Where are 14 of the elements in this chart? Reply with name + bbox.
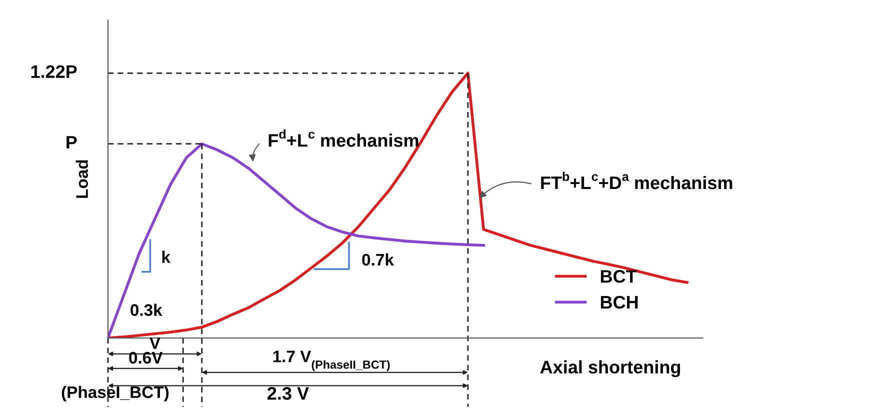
text: P xyxy=(66,136,77,149)
legend-label: BCH xyxy=(600,296,638,309)
legend-label: BCT xyxy=(600,270,637,283)
annotation: V xyxy=(149,337,160,349)
text: 2.3 V xyxy=(268,387,309,400)
text: 1.22P xyxy=(31,65,77,78)
text: 0.6V xyxy=(129,352,163,364)
y-axis-title: Load xyxy=(76,160,88,198)
x-axis-title: Axial shortening xyxy=(540,360,680,378)
annotation: 0.3k xyxy=(130,304,162,316)
text: 1.7 V(PhaseII_BCT) xyxy=(273,350,390,372)
annotation: 0.7k xyxy=(362,253,394,266)
annotation: k xyxy=(162,250,170,263)
text: (PhaseI_BCT) xyxy=(62,386,169,402)
